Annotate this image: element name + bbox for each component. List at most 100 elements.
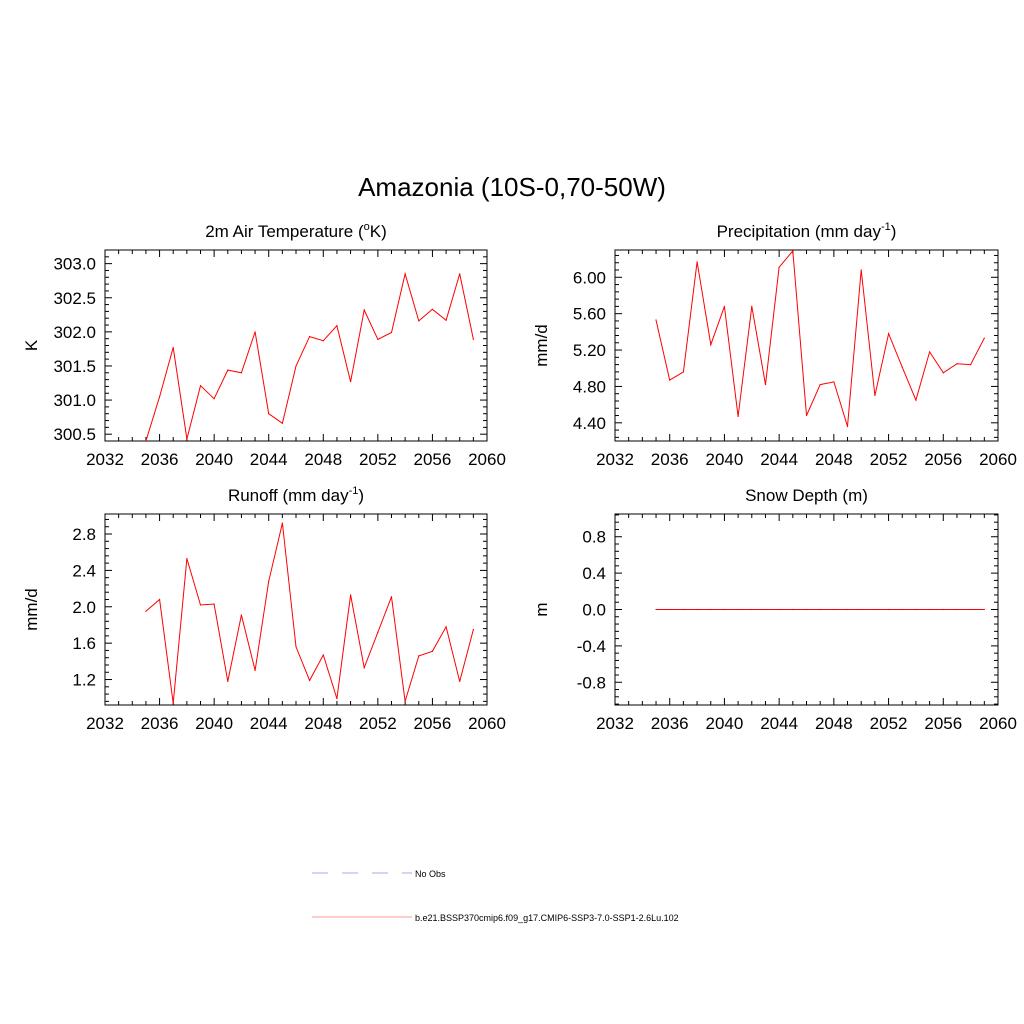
data-point: [737, 608, 739, 611]
data-point: [445, 626, 447, 628]
data-point: [240, 614, 243, 616]
x-tick-label: 2056: [414, 450, 452, 469]
figure-title: Amazonia (10S-0,70-50W): [358, 172, 666, 202]
data-point: [874, 394, 876, 397]
x-tick-label: 2048: [304, 450, 342, 469]
data-point: [268, 580, 270, 582]
data-point: [833, 381, 835, 383]
x-tick-label: 2044: [250, 714, 288, 733]
data-point: [254, 669, 256, 672]
data-point: [792, 608, 794, 611]
data-point: [819, 384, 821, 386]
y-tick-label: 300.5: [53, 425, 96, 444]
y-tick-label: 2.8: [72, 525, 96, 544]
chart-panels: 2032 2036 2040 2044 2048 2052 2056 2060 300.5 301…: [22, 221, 1017, 733]
data-point: [322, 654, 324, 656]
data-point: [281, 522, 283, 524]
x-tick-label: 2036: [651, 714, 689, 733]
data-point: [363, 309, 365, 311]
data-point: [669, 608, 671, 611]
data-point: [172, 346, 174, 349]
panel-title: Runoff (mm day-1): [228, 485, 364, 505]
x-tick-label: 2060: [468, 714, 506, 733]
y-tick-label: 303.0: [53, 255, 96, 274]
y-tick-label: 302.0: [53, 323, 96, 342]
x-tick-label: 2052: [359, 450, 397, 469]
series-line: [145, 522, 474, 704]
x-tick-label: 2048: [304, 714, 342, 733]
data-point: [860, 269, 862, 271]
data-point: [942, 372, 944, 374]
x-tick-label: 2056: [414, 714, 452, 733]
y-tick-label: 0.8: [582, 528, 606, 547]
series-line: [145, 271, 474, 441]
x-tick-label: 2056: [924, 714, 962, 733]
data-point: [377, 631, 379, 633]
x-tick-label: 2060: [468, 450, 506, 469]
data-point: [227, 369, 229, 371]
x-tick-label: 2048: [815, 450, 853, 469]
data-point: [404, 273, 406, 275]
data-point: [445, 319, 447, 321]
data-point: [805, 608, 808, 611]
data-point: [459, 273, 461, 275]
panel-title: 2m Air Temperature (oK): [205, 221, 387, 241]
legend: No Obs b.e21.BSSP370cmip6.f09_g17.CMIP6-S…: [312, 869, 679, 923]
chart-panel-2: 2032 2036 2040 2044 2048 2052 2056 2060 4.40 4.80…: [532, 221, 1017, 469]
data-point: [213, 398, 215, 400]
data-point: [983, 337, 985, 339]
data-point: [240, 372, 243, 374]
legend-label-2: b.e21.BSSP370cmip6.f09_g17.CMIP6-SSP3-7.…: [415, 913, 679, 923]
y-axis-label: m: [532, 602, 551, 616]
y-tick-label: 2.0: [72, 598, 96, 617]
y-tick-label: -0.4: [577, 637, 606, 656]
panel-title-superscript: o: [364, 221, 370, 233]
data-point: [459, 680, 461, 682]
data-point: [186, 557, 188, 560]
data-point: [472, 628, 474, 631]
y-tick-label: 302.5: [53, 289, 96, 308]
data-point: [295, 365, 297, 367]
data-point: [172, 702, 174, 704]
plot-frame: [104, 513, 488, 706]
data-point: [431, 650, 434, 652]
data-point: [186, 438, 188, 440]
data-point: [682, 371, 684, 373]
y-axis-label: mm/d: [532, 324, 551, 367]
data-point: [764, 384, 767, 386]
plot-frame: [104, 249, 488, 442]
data-point: [227, 680, 229, 682]
x-tick-label: 2036: [651, 450, 689, 469]
x-tick-label: 2036: [141, 450, 179, 469]
legend-label-1: No Obs: [415, 869, 446, 879]
data-point: [655, 319, 657, 321]
x-tick-label: 2044: [760, 450, 798, 469]
x-tick-label: 2032: [596, 450, 634, 469]
panel-title-superscript: -1: [881, 221, 891, 233]
data-point: [336, 325, 338, 327]
panel-title: Snow Depth (m): [745, 486, 868, 505]
data-point: [710, 608, 712, 611]
y-tick-label: 4.40: [573, 414, 606, 433]
data-point: [915, 399, 917, 401]
data-point: [377, 338, 379, 340]
data-point: [295, 646, 297, 648]
chart-panel-3: 2032 2036 2040 2044 2048 2052 2056 2060 1.2 1.6 2.…: [22, 485, 506, 733]
data-point: [158, 598, 161, 601]
data-point: [655, 608, 657, 611]
y-axis-label: K: [22, 339, 41, 351]
data-point: [158, 396, 161, 398]
y-tick-label: 0.4: [582, 564, 606, 583]
data-point: [254, 331, 256, 333]
data-point: [309, 679, 311, 682]
y-tick-label: 5.60: [573, 305, 606, 324]
data-point: [723, 305, 726, 307]
data-point: [336, 698, 338, 700]
data-point: [710, 343, 712, 346]
data-point: [764, 608, 767, 611]
data-point: [942, 608, 944, 611]
chart-panel-1: 2032 2036 2040 2044 2048 2052 2056 2060 300.5 301…: [22, 221, 506, 469]
x-tick-label: 2032: [596, 714, 634, 733]
data-point: [792, 250, 794, 252]
